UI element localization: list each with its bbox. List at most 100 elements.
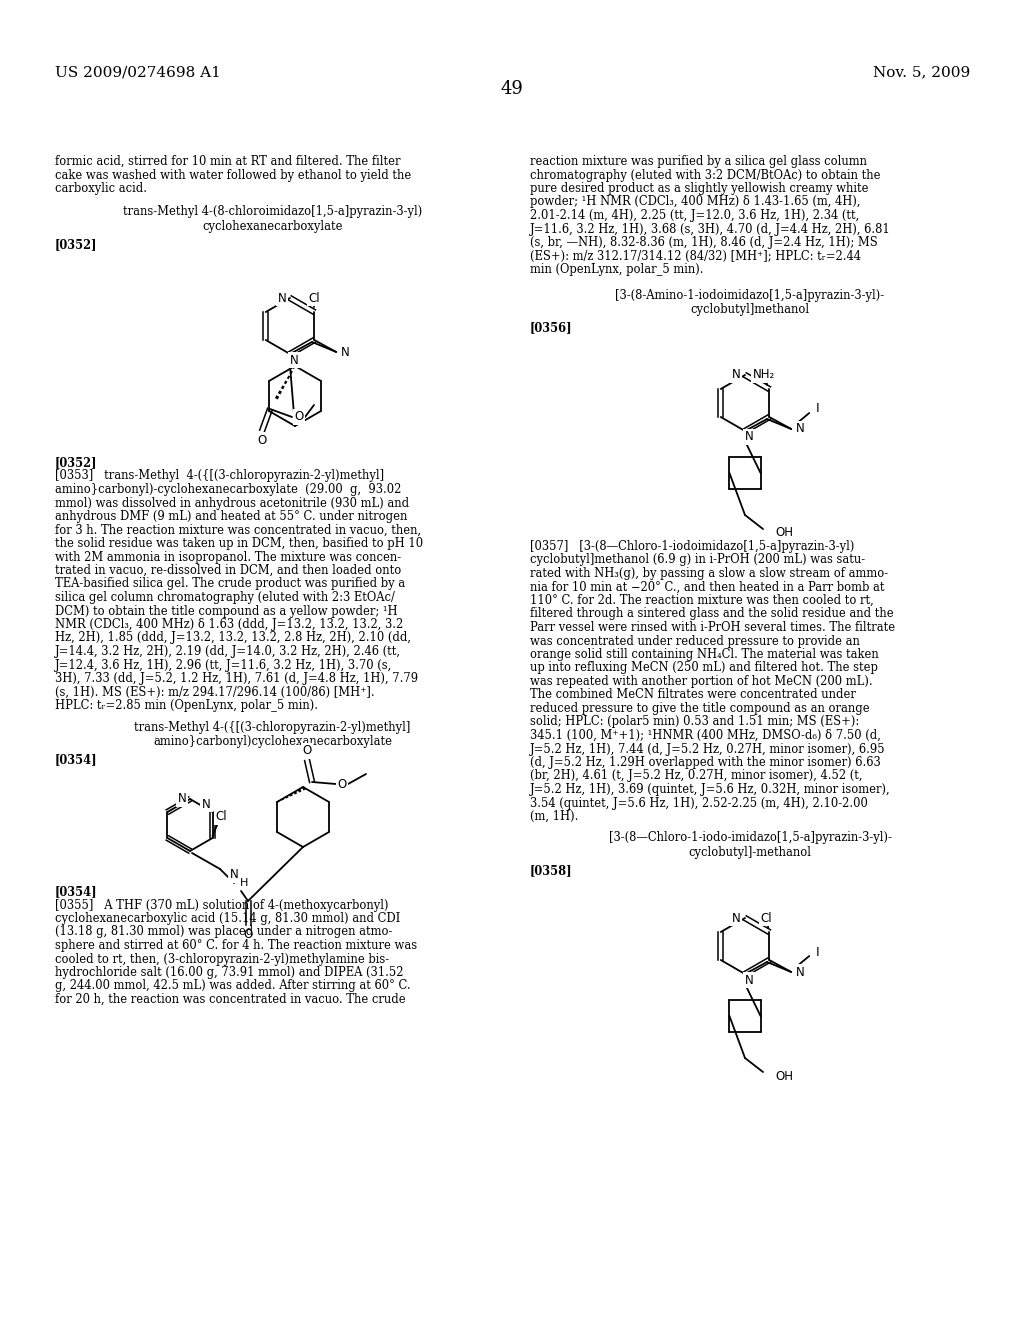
Text: the solid residue was taken up in DCM, then, basified to pH 10: the solid residue was taken up in DCM, t… bbox=[55, 537, 423, 550]
Text: rated with NH₃(g), by passing a slow a slow stream of ammo-: rated with NH₃(g), by passing a slow a s… bbox=[530, 568, 888, 579]
Text: O: O bbox=[294, 411, 304, 424]
Text: cyclohexanecarboxylic acid (15.14 g, 81.30 mmol) and CDI: cyclohexanecarboxylic acid (15.14 g, 81.… bbox=[55, 912, 400, 925]
Text: N: N bbox=[796, 965, 805, 978]
Text: [0354]: [0354] bbox=[55, 884, 97, 898]
Text: cyclobutyl]methanol (6.9 g) in i-PrOH (200 mL) was satu-: cyclobutyl]methanol (6.9 g) in i-PrOH (2… bbox=[530, 553, 865, 566]
Text: cyclobutyl]-methanol: cyclobutyl]-methanol bbox=[688, 846, 811, 859]
Text: I: I bbox=[815, 945, 819, 958]
Text: 49: 49 bbox=[501, 81, 523, 98]
Text: [0354]: [0354] bbox=[55, 754, 97, 767]
Text: hydrochloride salt (16.00 g, 73.91 mmol) and DIPEA (31.52: hydrochloride salt (16.00 g, 73.91 mmol)… bbox=[55, 966, 403, 979]
Text: J=11.6, 3.2 Hz, 1H), 3.68 (s, 3H), 4.70 (d, J=4.4 Hz, 2H), 6.81: J=11.6, 3.2 Hz, 1H), 3.68 (s, 3H), 4.70 … bbox=[530, 223, 891, 235]
Text: cyclobutyl]methanol: cyclobutyl]methanol bbox=[690, 304, 810, 315]
Text: (ES+): m/z 312.17/314.12 (84/32) [MH⁺]; HPLC: tᵣ=2.44: (ES+): m/z 312.17/314.12 (84/32) [MH⁺]; … bbox=[530, 249, 861, 263]
Text: [3-(8-Amino-1-iodoimidazo[1,5-a]pyrazin-3-yl)-: [3-(8-Amino-1-iodoimidazo[1,5-a]pyrazin-… bbox=[615, 289, 885, 301]
Text: carboxylic acid.: carboxylic acid. bbox=[55, 182, 147, 195]
Text: pure desired product as a slightly yellowish creamy white: pure desired product as a slightly yello… bbox=[530, 182, 868, 195]
Text: O: O bbox=[244, 928, 253, 940]
Text: J=5.2 Hz, 1H), 3.69 (quintet, J=5.6 Hz, 0.32H, minor isomer),: J=5.2 Hz, 1H), 3.69 (quintet, J=5.6 Hz, … bbox=[530, 783, 891, 796]
Text: powder; ¹H NMR (CDCl₃, 400 MHz) δ 1.43-1.65 (m, 4H),: powder; ¹H NMR (CDCl₃, 400 MHz) δ 1.43-1… bbox=[530, 195, 860, 209]
Text: cake was washed with water followed by ethanol to yield the: cake was washed with water followed by e… bbox=[55, 169, 412, 181]
Text: [0357]   [3-(8—Chloro-1-iodoimidazo[1,5-a]pyrazin-3-yl): [0357] [3-(8—Chloro-1-iodoimidazo[1,5-a]… bbox=[530, 540, 854, 553]
Text: J=14.4, 3.2 Hz, 2H), 2.19 (dd, J=14.0, 3.2 Hz, 2H), 2.46 (tt,: J=14.4, 3.2 Hz, 2H), 2.19 (dd, J=14.0, 3… bbox=[55, 645, 401, 657]
Text: cyclohexanecarboxylate: cyclohexanecarboxylate bbox=[203, 220, 343, 234]
Text: (s, br, —NH), 8.32-8.36 (m, 1H), 8.46 (d, J=2.4 Hz, 1H); MS: (s, br, —NH), 8.32-8.36 (m, 1H), 8.46 (d… bbox=[530, 236, 878, 249]
Text: The combined MeCN filtrates were concentrated under: The combined MeCN filtrates were concent… bbox=[530, 689, 856, 701]
Text: trans-Methyl 4-({[(3-chloropyrazin-2-yl)methyl]: trans-Methyl 4-({[(3-chloropyrazin-2-yl)… bbox=[134, 721, 411, 734]
Text: (d, J=5.2 Hz, 1.29H overlapped with the minor isomer) 6.63: (d, J=5.2 Hz, 1.29H overlapped with the … bbox=[530, 756, 881, 770]
Text: (13.18 g, 81.30 mmol) was placed under a nitrogen atmo-: (13.18 g, 81.30 mmol) was placed under a… bbox=[55, 925, 392, 939]
Text: N: N bbox=[278, 292, 287, 305]
Text: N: N bbox=[744, 974, 754, 986]
Text: Cl: Cl bbox=[308, 292, 321, 305]
Text: N: N bbox=[731, 912, 740, 924]
Text: Hz, 2H), 1.85 (ddd, J=13.2, 13.2, 13.2, 2.8 Hz, 2H), 2.10 (dd,: Hz, 2H), 1.85 (ddd, J=13.2, 13.2, 13.2, … bbox=[55, 631, 411, 644]
Text: solid; HPLC: (polar5 min) 0.53 and 1.51 min; MS (ES+):: solid; HPLC: (polar5 min) 0.53 and 1.51 … bbox=[530, 715, 859, 729]
Text: trated in vacuo, re-dissolved in DCM, and then loaded onto: trated in vacuo, re-dissolved in DCM, an… bbox=[55, 564, 401, 577]
Text: filtered through a sintered glass and the solid residue and the: filtered through a sintered glass and th… bbox=[530, 607, 894, 620]
Text: amino}carbonyl)cyclohexanecarboxylate: amino}carbonyl)cyclohexanecarboxylate bbox=[153, 735, 392, 748]
Text: H: H bbox=[240, 878, 249, 888]
Text: DCM) to obtain the title compound as a yellow powder; ¹H: DCM) to obtain the title compound as a y… bbox=[55, 605, 397, 618]
Text: amino}carbonyl)-cyclohexanecarboxylate  (29.00  g,  93.02: amino}carbonyl)-cyclohexanecarboxylate (… bbox=[55, 483, 401, 496]
Text: chromatography (eluted with 3:2 DCM/BtOAc) to obtain the: chromatography (eluted with 3:2 DCM/BtOA… bbox=[530, 169, 881, 181]
Text: [0355]   A THF (370 mL) solution of 4-(methoxycarbonyl): [0355] A THF (370 mL) solution of 4-(met… bbox=[55, 899, 388, 912]
Text: OH: OH bbox=[775, 527, 793, 540]
Text: (br, 2H), 4.61 (t, J=5.2 Hz, 0.27H, minor isomer), 4.52 (t,: (br, 2H), 4.61 (t, J=5.2 Hz, 0.27H, mino… bbox=[530, 770, 862, 783]
Text: [0352]: [0352] bbox=[55, 239, 97, 252]
Text: J=5.2 Hz, 1H), 7.44 (d, J=5.2 Hz, 0.27H, minor isomer), 6.95: J=5.2 Hz, 1H), 7.44 (d, J=5.2 Hz, 0.27H,… bbox=[530, 742, 886, 755]
Text: min (OpenLynx, polar_5 min).: min (OpenLynx, polar_5 min). bbox=[530, 263, 703, 276]
Text: with 2M ammonia in isopropanol. The mixture was concen-: with 2M ammonia in isopropanol. The mixt… bbox=[55, 550, 401, 564]
Text: anhydrous DMF (9 mL) and heated at 55° C. under nitrogen: anhydrous DMF (9 mL) and heated at 55° C… bbox=[55, 510, 408, 523]
Text: 2.01-2.14 (m, 4H), 2.25 (tt, J=12.0, 3.6 Hz, 1H), 2.34 (tt,: 2.01-2.14 (m, 4H), 2.25 (tt, J=12.0, 3.6… bbox=[530, 209, 859, 222]
Text: 345.1 (100, M⁺+1); ¹HNMR (400 MHz, DMSO-d₆) δ 7.50 (d,: 345.1 (100, M⁺+1); ¹HNMR (400 MHz, DMSO-… bbox=[530, 729, 881, 742]
Text: up into refluxing MeCN (250 mL) and filtered hot. The step: up into refluxing MeCN (250 mL) and filt… bbox=[530, 661, 878, 675]
Text: g, 244.00 mmol, 42.5 mL) was added. After stirring at 60° C.: g, 244.00 mmol, 42.5 mL) was added. Afte… bbox=[55, 979, 411, 993]
Text: for 3 h. The reaction mixture was concentrated in vacuo, then,: for 3 h. The reaction mixture was concen… bbox=[55, 524, 421, 536]
Text: for 20 h, the reaction was concentrated in vacuo. The crude: for 20 h, the reaction was concentrated … bbox=[55, 993, 406, 1006]
Text: Parr vessel were rinsed with i-PrOH several times. The filtrate: Parr vessel were rinsed with i-PrOH seve… bbox=[530, 620, 895, 634]
Text: O: O bbox=[257, 433, 266, 446]
Text: Nov. 5, 2009: Nov. 5, 2009 bbox=[872, 65, 970, 79]
Text: N: N bbox=[177, 792, 186, 805]
Text: TEA-basified silica gel. The crude product was purified by a: TEA-basified silica gel. The crude produ… bbox=[55, 578, 406, 590]
Text: HPLC: tᵣ=2.85 min (OpenLynx, polar_5 min).: HPLC: tᵣ=2.85 min (OpenLynx, polar_5 min… bbox=[55, 700, 318, 711]
Text: O: O bbox=[337, 777, 347, 791]
Text: NMR (CDCl₃, 400 MHz) δ 1.63 (ddd, J=13.2, 13.2, 13.2, 3.2: NMR (CDCl₃, 400 MHz) δ 1.63 (ddd, J=13.2… bbox=[55, 618, 403, 631]
Text: silica gel column chromatography (eluted with 2:3 EtOAc/: silica gel column chromatography (eluted… bbox=[55, 591, 395, 605]
Text: 110° C. for 2d. The reaction mixture was then cooled to rt,: 110° C. for 2d. The reaction mixture was… bbox=[530, 594, 873, 607]
Text: trans-Methyl 4-(8-chloroimidazo[1,5-a]pyrazin-3-yl): trans-Methyl 4-(8-chloroimidazo[1,5-a]py… bbox=[123, 206, 422, 219]
Text: (m, 1H).: (m, 1H). bbox=[530, 810, 579, 822]
Text: N: N bbox=[744, 430, 754, 444]
Text: was repeated with another portion of hot MeCN (200 mL).: was repeated with another portion of hot… bbox=[530, 675, 872, 688]
Text: cooled to rt, then, (3-chloropyrazin-2-yl)methylamine bis-: cooled to rt, then, (3-chloropyrazin-2-y… bbox=[55, 953, 389, 965]
Text: [0356]: [0356] bbox=[530, 322, 572, 334]
Text: 3.54 (quintet, J=5.6 Hz, 1H), 2.52-2.25 (m, 4H), 2.10-2.00: 3.54 (quintet, J=5.6 Hz, 1H), 2.52-2.25 … bbox=[530, 796, 868, 809]
Text: (s, 1H). MS (ES+): m/z 294.17/296.14 (100/86) [MH⁺].: (s, 1H). MS (ES+): m/z 294.17/296.14 (10… bbox=[55, 685, 375, 698]
Text: J=12.4, 3.6 Hz, 1H), 2.96 (tt, J=11.6, 3.2 Hz, 1H), 3.70 (s,: J=12.4, 3.6 Hz, 1H), 2.96 (tt, J=11.6, 3… bbox=[55, 659, 392, 672]
Text: orange solid still containing NH₄Cl. The material was taken: orange solid still containing NH₄Cl. The… bbox=[530, 648, 879, 661]
Text: N: N bbox=[796, 422, 805, 436]
Text: nia for 10 min at −20° C., and then heated in a Parr bomb at: nia for 10 min at −20° C., and then heat… bbox=[530, 581, 885, 594]
Text: NH₂: NH₂ bbox=[753, 368, 775, 381]
Text: formic acid, stirred for 10 min at RT and filtered. The filter: formic acid, stirred for 10 min at RT an… bbox=[55, 154, 400, 168]
Text: O: O bbox=[302, 744, 311, 758]
Text: N: N bbox=[341, 346, 349, 359]
Text: N: N bbox=[229, 869, 239, 882]
Text: [0353]   trans-Methyl  4-({[(3-chloropyrazin-2-yl)methyl]: [0353] trans-Methyl 4-({[(3-chloropyrazi… bbox=[55, 470, 384, 483]
Text: sphere and stirred at 60° C. for 4 h. The reaction mixture was: sphere and stirred at 60° C. for 4 h. Th… bbox=[55, 939, 417, 952]
Text: Cl: Cl bbox=[216, 810, 227, 824]
Text: mmol) was dissolved in anhydrous acetonitrile (930 mL) and: mmol) was dissolved in anhydrous acetoni… bbox=[55, 496, 410, 510]
Text: Cl: Cl bbox=[761, 912, 772, 924]
Text: OH: OH bbox=[775, 1069, 793, 1082]
Text: [0352]: [0352] bbox=[55, 455, 97, 469]
Text: US 2009/0274698 A1: US 2009/0274698 A1 bbox=[55, 65, 221, 79]
Text: N: N bbox=[202, 797, 211, 810]
Text: N: N bbox=[290, 354, 298, 367]
Text: 3H), 7.33 (dd, J=5.2, 1.2 Hz, 1H), 7.61 (d, J=4.8 Hz, 1H), 7.79: 3H), 7.33 (dd, J=5.2, 1.2 Hz, 1H), 7.61 … bbox=[55, 672, 418, 685]
Text: [0358]: [0358] bbox=[530, 865, 572, 878]
Text: reaction mixture was purified by a silica gel glass column: reaction mixture was purified by a silic… bbox=[530, 154, 867, 168]
Text: [3-(8—Chloro-1-iodo-imidazo[1,5-a]pyrazin-3-yl)-: [3-(8—Chloro-1-iodo-imidazo[1,5-a]pyrazi… bbox=[608, 832, 892, 845]
Text: reduced pressure to give the title compound as an orange: reduced pressure to give the title compo… bbox=[530, 702, 869, 715]
Text: N: N bbox=[731, 368, 740, 381]
